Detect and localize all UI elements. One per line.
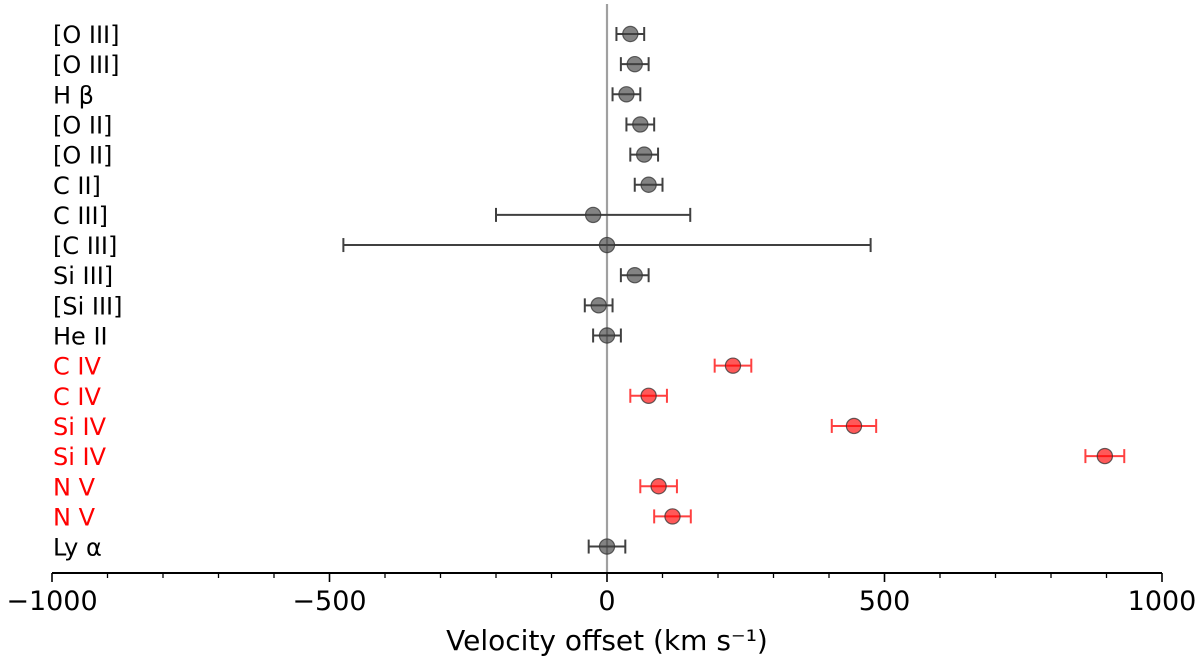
row-label: Ly α xyxy=(53,534,102,562)
row-label: [O III] xyxy=(53,51,119,79)
row-label: [Si III] xyxy=(53,292,123,320)
data-point xyxy=(584,206,602,224)
row-label: C IV xyxy=(53,383,101,411)
data-point xyxy=(1096,447,1114,465)
x-tick-label: 1000 xyxy=(1128,586,1197,617)
row-label: Si IV xyxy=(53,413,107,441)
row-label: C III] xyxy=(53,202,108,230)
x-axis-label: Velocity offset (km s⁻¹) xyxy=(446,624,768,657)
data-point xyxy=(590,297,607,314)
data-point xyxy=(618,86,635,103)
row-label: [O III] xyxy=(53,21,119,49)
data-point xyxy=(640,176,657,193)
row-label: C IV xyxy=(53,353,101,381)
data-point xyxy=(640,387,657,404)
data-point xyxy=(664,508,681,525)
data-point xyxy=(632,116,649,133)
row-label: Si III] xyxy=(53,262,113,290)
row-label: Si IV xyxy=(53,443,107,471)
data-point xyxy=(598,538,616,555)
row-label: N V xyxy=(53,473,96,501)
x-tick-label: −500 xyxy=(292,586,366,617)
data-point xyxy=(626,267,643,284)
row-label: [C III] xyxy=(53,232,117,260)
data-point xyxy=(635,146,653,163)
row-label: [O II] xyxy=(53,111,112,139)
x-tick-label: 500 xyxy=(859,586,911,617)
row-label: H β xyxy=(53,81,94,109)
row-label: N V xyxy=(53,503,96,531)
data-point xyxy=(626,55,643,73)
x-tick-label: −1000 xyxy=(6,586,97,617)
data-point xyxy=(622,25,639,43)
row-label: [O II] xyxy=(53,142,112,170)
data-point xyxy=(845,417,863,435)
row-label: He II xyxy=(53,323,108,351)
x-tick-label: 0 xyxy=(598,586,615,617)
data-point xyxy=(598,236,616,254)
data-point xyxy=(724,357,742,374)
row-label: C II] xyxy=(53,172,101,200)
data-point xyxy=(598,327,616,344)
data-point xyxy=(650,478,667,495)
